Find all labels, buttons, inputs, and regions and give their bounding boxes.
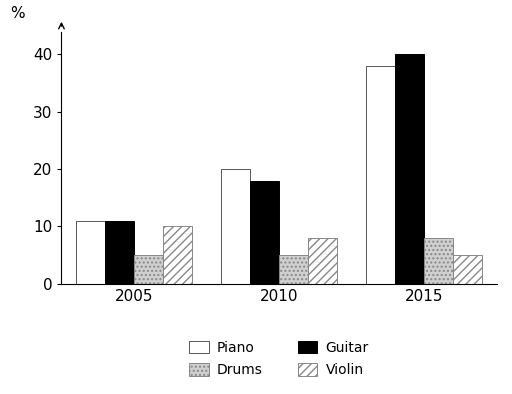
Bar [221, 169, 250, 284]
Bar [76, 221, 105, 284]
Bar [134, 255, 163, 284]
Bar [308, 238, 337, 284]
Bar [424, 238, 453, 284]
Text: %: % [11, 6, 25, 21]
Bar [250, 180, 279, 284]
Legend: Piano, Drums, Guitar, Violin: Piano, Drums, Guitar, Violin [184, 335, 374, 383]
Bar [453, 255, 482, 284]
Bar [163, 227, 192, 284]
Bar [395, 54, 424, 284]
Bar [279, 255, 308, 284]
Bar [105, 221, 134, 284]
Bar [366, 66, 395, 284]
